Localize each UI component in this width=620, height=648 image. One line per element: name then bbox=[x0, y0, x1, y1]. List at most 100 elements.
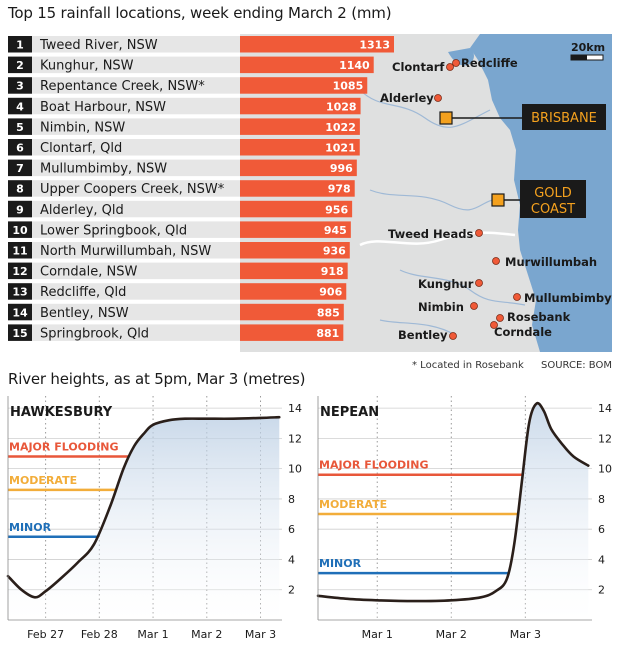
bar-category-label: Mullumbimby, NSW bbox=[40, 162, 167, 177]
state-border bbox=[359, 231, 516, 247]
rainfall-bar bbox=[240, 242, 350, 259]
bar-category-label: Tweed River, NSW bbox=[39, 38, 158, 53]
x-tick-label: Mar 1 bbox=[362, 628, 393, 641]
y-tick-label: 12 bbox=[288, 432, 302, 445]
rank-label: 1 bbox=[16, 39, 24, 52]
rank-box bbox=[8, 200, 32, 218]
brisbane-label: BRISBANE bbox=[531, 111, 597, 126]
bar-row-background bbox=[8, 180, 240, 197]
bar-row-background bbox=[8, 56, 240, 74]
gold-coast-box bbox=[520, 180, 586, 218]
rank-label: 10 bbox=[12, 224, 28, 237]
bar-row-background bbox=[8, 303, 240, 321]
bar-value-label: 1022 bbox=[325, 121, 356, 134]
rank-box bbox=[8, 159, 32, 177]
brisbane-marker bbox=[439, 111, 453, 125]
rank-label: 2 bbox=[16, 59, 24, 72]
bar-category-label: Upper Coopers Creek, NSW* bbox=[40, 182, 225, 197]
y-tick-label: 4 bbox=[598, 553, 605, 566]
bar-value-label: 996 bbox=[330, 162, 353, 175]
river-height-line bbox=[316, 401, 590, 603]
y-tick-label: 4 bbox=[288, 553, 295, 566]
bar-value-label: 1085 bbox=[333, 80, 364, 93]
bar-row-background bbox=[8, 159, 240, 177]
gold-coast-label: GOLD COAST bbox=[531, 186, 575, 217]
bar-value-label: 936 bbox=[323, 245, 346, 258]
bar-category-label: Corndale, NSW bbox=[40, 265, 137, 280]
rank-box bbox=[8, 283, 32, 300]
y-tick-label: 2 bbox=[288, 584, 295, 597]
rank-label: 9 bbox=[16, 203, 24, 216]
bar-category-label: North Murwillumbah, NSW bbox=[40, 244, 211, 259]
bar-category-label: Repentance Creek, NSW* bbox=[40, 79, 205, 94]
map-place-dot bbox=[449, 332, 457, 340]
rainfall-bar bbox=[240, 200, 353, 218]
nepean-chart: 2 4 6 8 10 12 14 Mar 1 Mar 2 Mar 3 MAJOR FLOODING M… bbox=[316, 396, 612, 641]
threshold-label: MAJOR FLOODING bbox=[319, 459, 429, 472]
gold-coast-marker bbox=[491, 193, 505, 207]
rank-label: 4 bbox=[16, 100, 24, 113]
rainfall-bar bbox=[240, 262, 348, 280]
bar-category-label: Springbrook, Qld bbox=[40, 326, 149, 341]
y-tick-label: 8 bbox=[598, 493, 605, 506]
bar-value-label: 1140 bbox=[339, 59, 370, 72]
bar-category-label: Lower Springbook, Qld bbox=[40, 223, 187, 238]
river-heights-title: River heights, as at 5pm, Mar 3 (metres) bbox=[8, 370, 306, 388]
rank-box bbox=[8, 221, 32, 238]
rank-box bbox=[8, 118, 32, 135]
threshold-label: MINOR bbox=[9, 521, 52, 534]
brisbane-box bbox=[522, 104, 606, 130]
y-tick-label: 14 bbox=[598, 402, 612, 415]
x-tick-label: Feb 28 bbox=[81, 628, 118, 641]
hawkesbury-chart: 2 4 6 8 10 12 14 Feb 27 Feb 28 Mar 1 Mar 2 Mar 3 MAJ… bbox=[6, 396, 302, 641]
bar-row-background bbox=[8, 200, 240, 218]
map-place-dot bbox=[513, 293, 521, 301]
bar-category-label: Clontarf, Qld bbox=[40, 141, 122, 156]
bar-value-label: 1028 bbox=[326, 100, 357, 113]
y-tick-label: 14 bbox=[288, 402, 302, 415]
rank-box bbox=[8, 262, 32, 280]
source: SOURCE: BOM bbox=[541, 360, 612, 371]
river-line bbox=[369, 189, 506, 211]
map-place-dot bbox=[434, 94, 442, 102]
line-area-fill bbox=[8, 417, 280, 620]
bar-row-background bbox=[8, 324, 240, 341]
rainfall-bar bbox=[240, 118, 360, 135]
bar-value-label: 1021 bbox=[325, 142, 356, 155]
chart-title: HAWKESBURY bbox=[10, 405, 113, 420]
river-line bbox=[379, 319, 456, 336]
bar-category-label: Nimbin, NSW bbox=[40, 120, 125, 135]
rank-label: 6 bbox=[16, 142, 24, 155]
rainfall-bar bbox=[240, 180, 355, 197]
map-place-label: Mullumbimby bbox=[524, 291, 612, 305]
rainfall-bar bbox=[240, 303, 344, 321]
bar-value-label: 881 bbox=[316, 327, 339, 340]
bar-row-background bbox=[8, 118, 240, 135]
rank-box bbox=[8, 77, 32, 94]
rainfall-bar bbox=[240, 139, 360, 156]
bar-category-label: Boat Harbour, NSW bbox=[40, 100, 166, 115]
bar-category-label: Redcliffe, Qld bbox=[40, 285, 126, 300]
bar-row-background bbox=[8, 221, 240, 238]
bar-row-background bbox=[8, 139, 240, 156]
rainfall-bar-chart: 1 Tweed River, NSW 1313 2 Kunghur, NSW 1140 3 R… bbox=[8, 36, 394, 341]
map-place-dot bbox=[490, 321, 498, 329]
bar-category-label: Bentley, NSW bbox=[40, 306, 129, 321]
bar-value-label: 885 bbox=[317, 306, 340, 319]
rank-box bbox=[8, 139, 32, 156]
bar-row-background bbox=[8, 77, 240, 94]
threshold-label: MAJOR FLOODING bbox=[9, 441, 119, 454]
y-tick-label: 10 bbox=[598, 463, 612, 476]
rainfall-bar bbox=[240, 56, 374, 74]
rank-box bbox=[8, 180, 32, 197]
x-tick-label: Feb 27 bbox=[27, 628, 64, 641]
map-place-dot bbox=[475, 229, 483, 237]
threshold-label: MODERATE bbox=[9, 474, 77, 487]
rainfall-bar bbox=[240, 221, 351, 238]
rainfall-bar bbox=[240, 324, 344, 341]
map-place-dot bbox=[452, 59, 460, 67]
rank-label: 11 bbox=[12, 245, 27, 258]
rank-box bbox=[8, 97, 32, 115]
rank-box bbox=[8, 36, 32, 53]
